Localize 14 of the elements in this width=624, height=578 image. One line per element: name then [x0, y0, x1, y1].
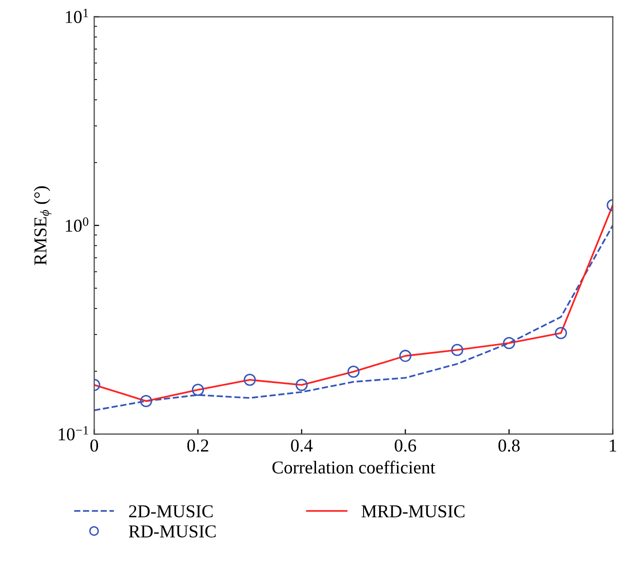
legend-label: RD-MUSIC — [128, 525, 216, 538]
x-axis-title: Correlation coefficient — [272, 460, 436, 474]
x-tick-label: 1 — [610, 440, 616, 452]
x-tick-label: 0 — [90, 439, 98, 452]
legend-label: MRD-MUSIC — [362, 505, 464, 518]
legend-label: 2D-MUSIC — [129, 505, 213, 518]
y-tick-label: 10$^{0}$ — [66, 217, 88, 232]
y-axis-title: RMSE$_{ϕ}$ (°) — [34, 186, 52, 265]
x-tick-label: 0.8 — [498, 439, 520, 452]
x-tick-label: 0.4 — [291, 439, 313, 452]
y-tick-label: 10$^{1}$ — [66, 8, 88, 24]
y-tick-label: 10$^{−1}$ — [58, 426, 88, 440]
x-tick-label: 0.6 — [394, 439, 416, 452]
x-tick-label: 0.2 — [187, 439, 208, 452]
